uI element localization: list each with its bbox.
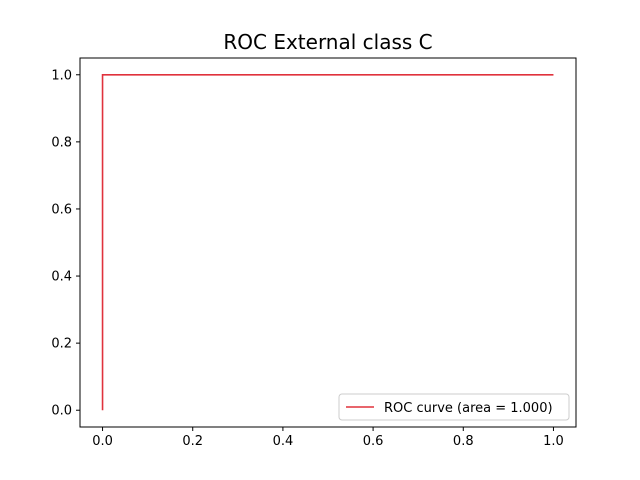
series-layer [101,73,554,411]
legend: ROC curve (area = 1.000) [338,393,570,421]
plot-background [80,58,576,427]
x-tick-label: 0.2 [182,434,203,449]
y-tick-label: 0.8 [51,135,72,150]
x-tick-label: 1.0 [543,434,564,449]
x-tick-label: 0.0 [92,434,113,449]
legend-label: ROC curve (area = 1.000) [384,401,553,416]
x-axis: 0.0 0.2 0.4 0.6 0.8 1.0 [92,427,564,449]
y-axis: 0.0 0.2 0.4 0.6 0.8 1.0 [51,68,80,419]
x-tick-label: 0.6 [363,434,384,449]
roc-curve-line [101,73,554,411]
y-tick-label: 1.0 [51,68,72,83]
axes-frame [79,57,577,428]
x-tick-label: 0.4 [273,434,294,449]
y-tick-label: 0.6 [51,202,72,217]
y-tick-label: 0.2 [51,337,72,352]
y-tick-label: 0.0 [51,404,72,419]
x-tick-label: 0.8 [453,434,474,449]
chart-title: ROC External class C [223,30,432,54]
plot-area [79,57,577,428]
y-tick-label: 0.4 [51,270,72,285]
legend-box [338,393,570,421]
